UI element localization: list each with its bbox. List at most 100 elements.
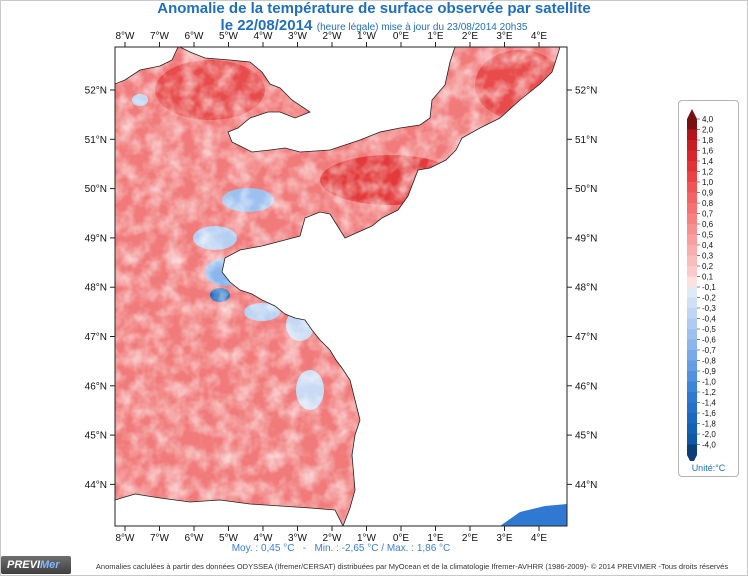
legend-label: 1,0 [702,178,714,187]
legend-swatch [687,360,697,371]
legend-swatch [687,224,697,235]
latitude-labels-left: 52°N 51°N 50°N 49°N 48°N 47°N 46°N 45°N 44°N [85,86,107,491]
stat-mean: Moy. : 0,45 °C [231,543,295,554]
legend-swatch [687,140,697,151]
legend-swatch [687,150,697,161]
legend-swatch [687,213,697,224]
longitude-label: 1°E [427,533,444,544]
previmer-logo: PREVIMer [1,556,71,574]
legend-label: 1,4 [702,157,714,166]
stat-max: Max. : 1,86 °C [386,543,451,554]
stats-line: Moy. : 0,45 °C - Min. : -2,65 °C / Max. … [231,543,451,554]
longitude-labels-bottom: 8°W 7°W 6°W 5°W 4°W 3°W 2°W 1°W 0°E 1°E 2°E 3°E 4°E [116,533,548,544]
map-area [115,47,567,526]
legend-swatch [687,287,697,298]
latitude-label: 48°N [85,283,107,294]
legend-swatch [687,129,697,140]
longitude-label: 4°E [531,533,548,544]
land-france [221,47,567,526]
legend-swatch [687,266,697,277]
latitude-label: 49°N [575,233,597,244]
legend-swatch [687,392,697,403]
latitude-label: 51°N [575,135,597,146]
legend-label: -0,1 [702,283,716,292]
stat-min: Min. : -2,65 °C [314,543,379,554]
longitude-labels-top: 8°W 7°W 6°W 5°W 4°W 3°W 2°W 1°W 0°E 1°E 2°E 3°E 4°E [116,31,548,42]
latitude-label: 50°N [575,184,597,195]
legend-swatch [687,171,697,182]
longitude-label: 7°W [150,533,170,544]
longitude-label: 2°W [323,533,343,544]
latitude-label: 44°N [85,480,107,491]
legend-label: 1,8 [702,136,714,145]
latitude-label: 46°N [85,381,107,392]
latitude-label: 52°N [85,86,107,97]
latitude-label: 48°N [575,283,597,294]
longitude-label: 3°E [496,31,513,42]
legend-swatch [687,350,697,361]
map-update-info: (heure légale) mise à jour du 23/08/2014… [316,22,528,33]
legend-swatch [687,276,697,287]
latitude-label: 47°N [575,332,597,343]
longitude-label: 4°W [254,533,274,544]
longitude-label: 8°W [116,533,136,544]
legend-swatch [687,245,697,256]
legend-label: -1,8 [702,420,716,429]
longitude-label: 2°E [462,533,479,544]
legend-label: -1,4 [702,399,716,408]
legend-label: 0,6 [702,220,714,229]
legend-swatch [687,402,697,413]
longitude-label: 1°W [357,533,377,544]
longitude-label: 6°W [185,533,205,544]
latitude-label: 44°N [575,480,597,491]
legend-arrow-bottom [687,455,697,465]
latitude-label: 46°N [575,381,597,392]
legend-label: -0,6 [702,336,716,345]
legend-swatch [687,255,697,266]
longitude-label: 7°W [150,31,170,42]
legend-label: 0,2 [702,262,714,271]
legend-label: -0,8 [702,357,716,366]
latitude-labels-right: 52°N 51°N 50°N 49°N 48°N 47°N 46°N 45°N 44°N [575,86,597,491]
legend-label: -0,3 [702,304,716,313]
credits-text: Anomalies caclulées à partir des données… [95,562,729,571]
longitude-label: 0°E [393,533,410,544]
legend-swatch [687,234,697,245]
map-subtitle: le 22/08/2014 (heure légale) mise à jour… [0,17,748,35]
legend-label: 1,6 [702,147,714,156]
map-ticks [110,42,572,531]
latitude-label: 45°N [575,431,597,442]
longitude-label: 2°W [323,31,343,42]
longitude-label: 8°W [116,31,136,42]
legend-swatch [687,192,697,203]
legend-swatch [687,318,697,329]
legend-swatch [687,182,697,193]
latitude-label: 51°N [85,135,107,146]
legend-label: -0,7 [702,346,716,355]
latitude-label: 49°N [85,233,107,244]
legend-swatch [687,119,697,130]
longitude-label: 2°E [462,31,479,42]
legend-label: -0,4 [702,315,716,324]
longitude-label: 0°E [393,31,410,42]
legend-label: -0,5 [702,325,716,334]
longitude-label: 3°W [288,31,308,42]
legend-label: -1,2 [702,388,716,397]
longitude-label: 3°W [288,533,308,544]
legend-label: -0,9 [702,367,716,376]
legend-swatch [687,423,697,434]
latitude-label: 50°N [85,184,107,195]
legend-label: -0,2 [702,294,716,303]
longitude-label: 3°E [496,533,513,544]
latitude-label: 45°N [85,431,107,442]
legend-swatch [687,203,697,214]
color-legend: 4,0 2,0 1,8 1,6 1,4 1,2 1,0 0,9 0,8 0,7 0,6 0,5 0,4 0… [678,100,739,477]
legend-swatch [687,161,697,172]
legend-swatch [687,339,697,350]
cold-patch-mediterranean [500,504,567,526]
legend-label: 4,0 [702,115,714,124]
legend-unit: Unité:°C [691,463,726,473]
legend-swatch [687,381,697,392]
legend-swatch [687,434,697,445]
legend-swatch [687,371,697,382]
